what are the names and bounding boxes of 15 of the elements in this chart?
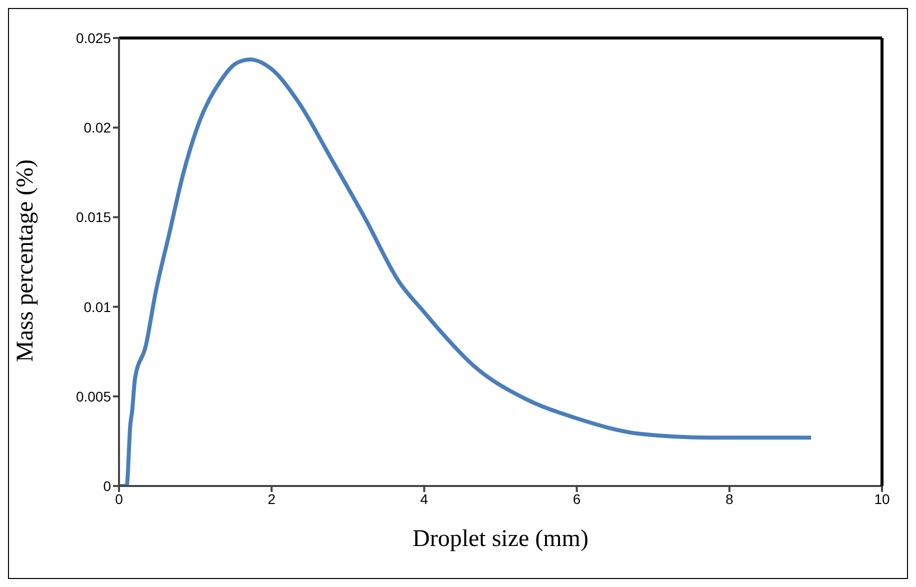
y-tick-label: 0.005: [76, 388, 112, 404]
y-tick-label: 0.02: [84, 120, 112, 136]
x-tick-label: 0: [115, 490, 124, 507]
x-tick-label: 10: [874, 490, 890, 507]
x-tick-label: 4: [420, 490, 428, 507]
x-tick-label: 8: [726, 490, 734, 507]
y-tick-label: 0: [103, 478, 112, 494]
x-axis-title: Droplet size (mm): [412, 526, 588, 552]
y-tick-label: 0.015: [76, 209, 112, 226]
line-series: [119, 58, 814, 486]
y-tick-label: 0.01: [84, 298, 112, 315]
x-tick-label: 2: [268, 490, 276, 507]
x-tick-label: 6: [572, 490, 581, 507]
y-tick-label: 0.025: [76, 30, 112, 46]
y-axis-title: Mass percentage (%): [12, 159, 39, 362]
